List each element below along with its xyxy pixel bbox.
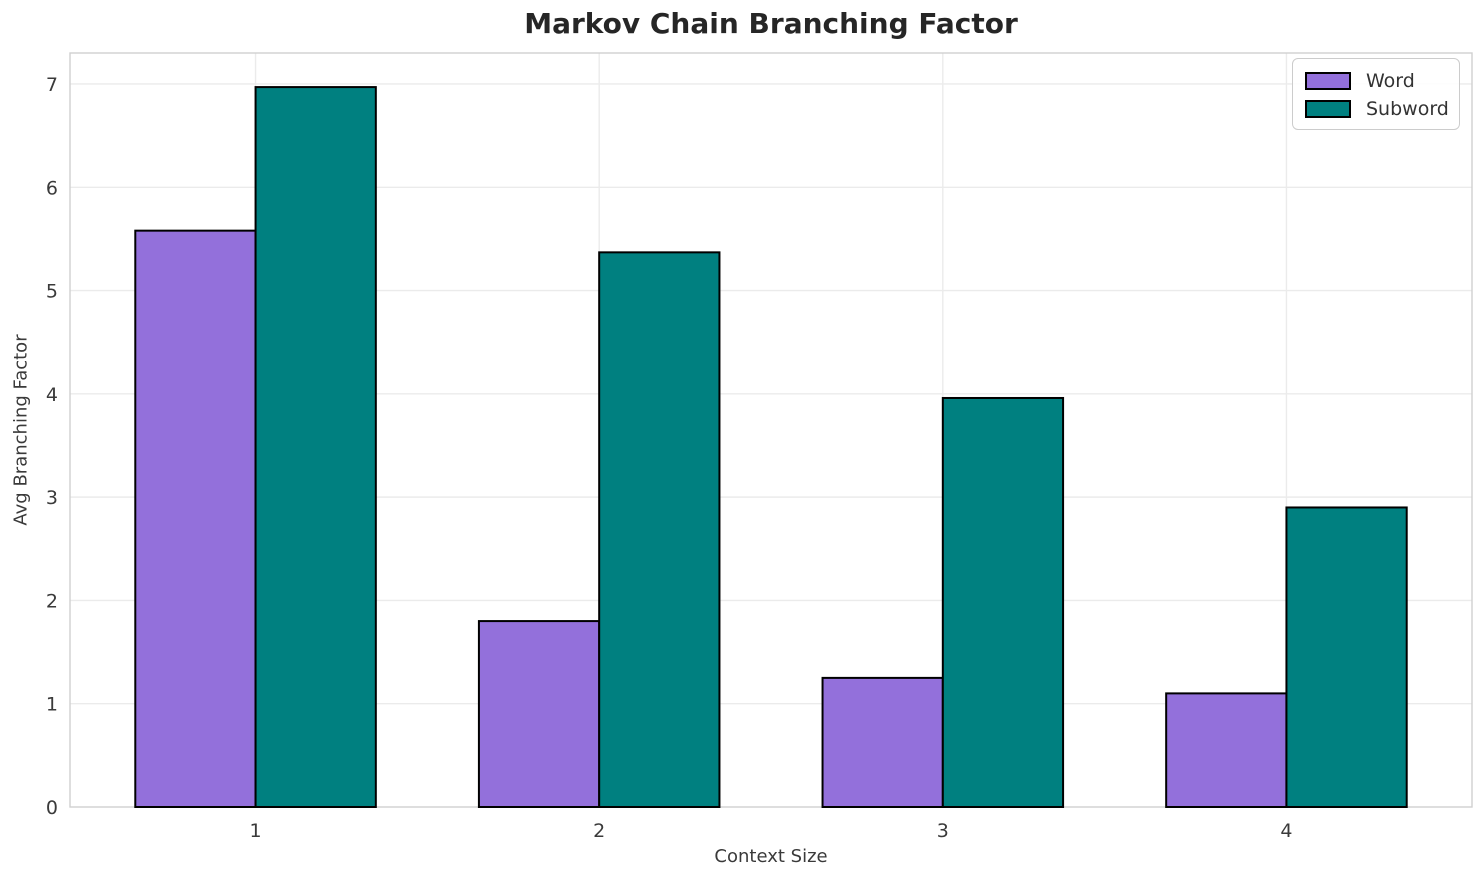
bar-word-3 xyxy=(821,676,944,808)
bar-word-4 xyxy=(1165,692,1288,808)
legend-label-word: Word xyxy=(1366,70,1415,92)
y-tick-label: 1 xyxy=(46,694,58,716)
bar-subword-3 xyxy=(941,396,1065,808)
y-tick-label: 4 xyxy=(46,384,58,406)
x-tick-label: 4 xyxy=(1280,820,1292,842)
legend-item-word: Word xyxy=(1305,67,1449,95)
y-axis-label: Avg Branching Factor xyxy=(10,334,32,526)
x-tick-label: 3 xyxy=(937,820,949,842)
legend-label-subword: Subword xyxy=(1366,98,1449,120)
y-tick-label: 3 xyxy=(46,487,58,509)
bar-word-2 xyxy=(477,620,601,809)
bar-subword-4 xyxy=(1285,506,1408,808)
word-swatch xyxy=(1305,72,1351,90)
bar-word-1 xyxy=(134,229,257,809)
bar-subword-1 xyxy=(254,86,377,808)
y-tick-label: 5 xyxy=(46,281,58,303)
y-tick-label: 6 xyxy=(46,177,58,199)
legend: Word Subword xyxy=(1292,58,1460,130)
subword-swatch xyxy=(1305,100,1351,118)
plot-border xyxy=(69,52,1473,808)
y-tick-label: 7 xyxy=(46,74,58,96)
x-tick-label: 2 xyxy=(593,820,605,842)
bar-subword-2 xyxy=(598,251,721,808)
x-axis-label: Context Size xyxy=(714,846,828,867)
y-tick-label: 2 xyxy=(46,590,58,612)
y-tick-label: 0 xyxy=(46,797,58,819)
x-tick-label: 1 xyxy=(250,820,262,842)
chart-title: Markov Chain Branching Factor xyxy=(524,7,1018,40)
legend-item-subword: Subword xyxy=(1305,95,1449,123)
